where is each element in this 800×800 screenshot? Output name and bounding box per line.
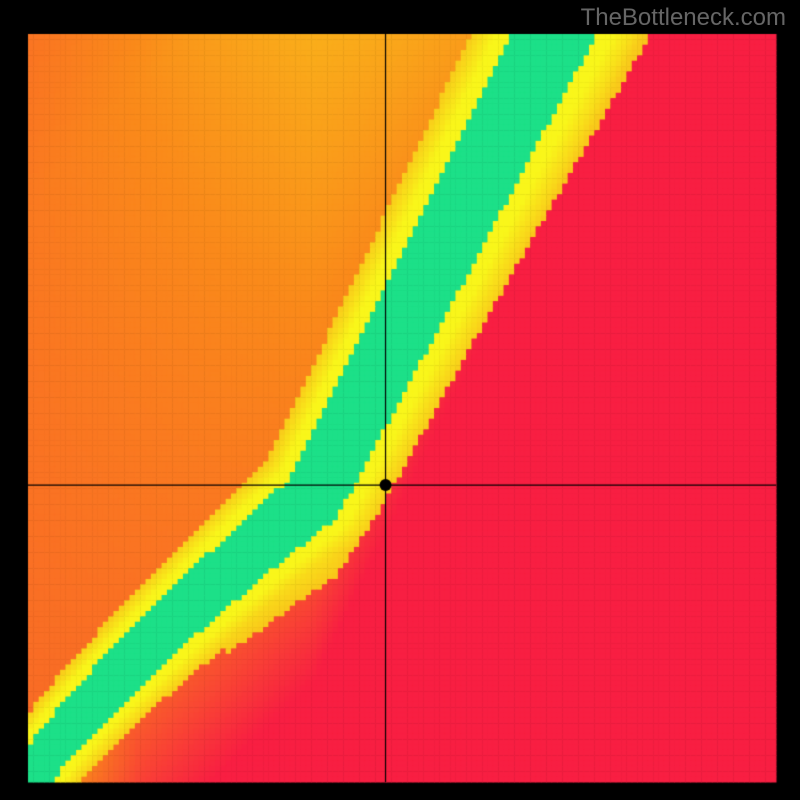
chart-container: TheBottleneck.com (0, 0, 800, 800)
heatmap-canvas (0, 0, 800, 800)
watermark-text: TheBottleneck.com (581, 4, 786, 32)
